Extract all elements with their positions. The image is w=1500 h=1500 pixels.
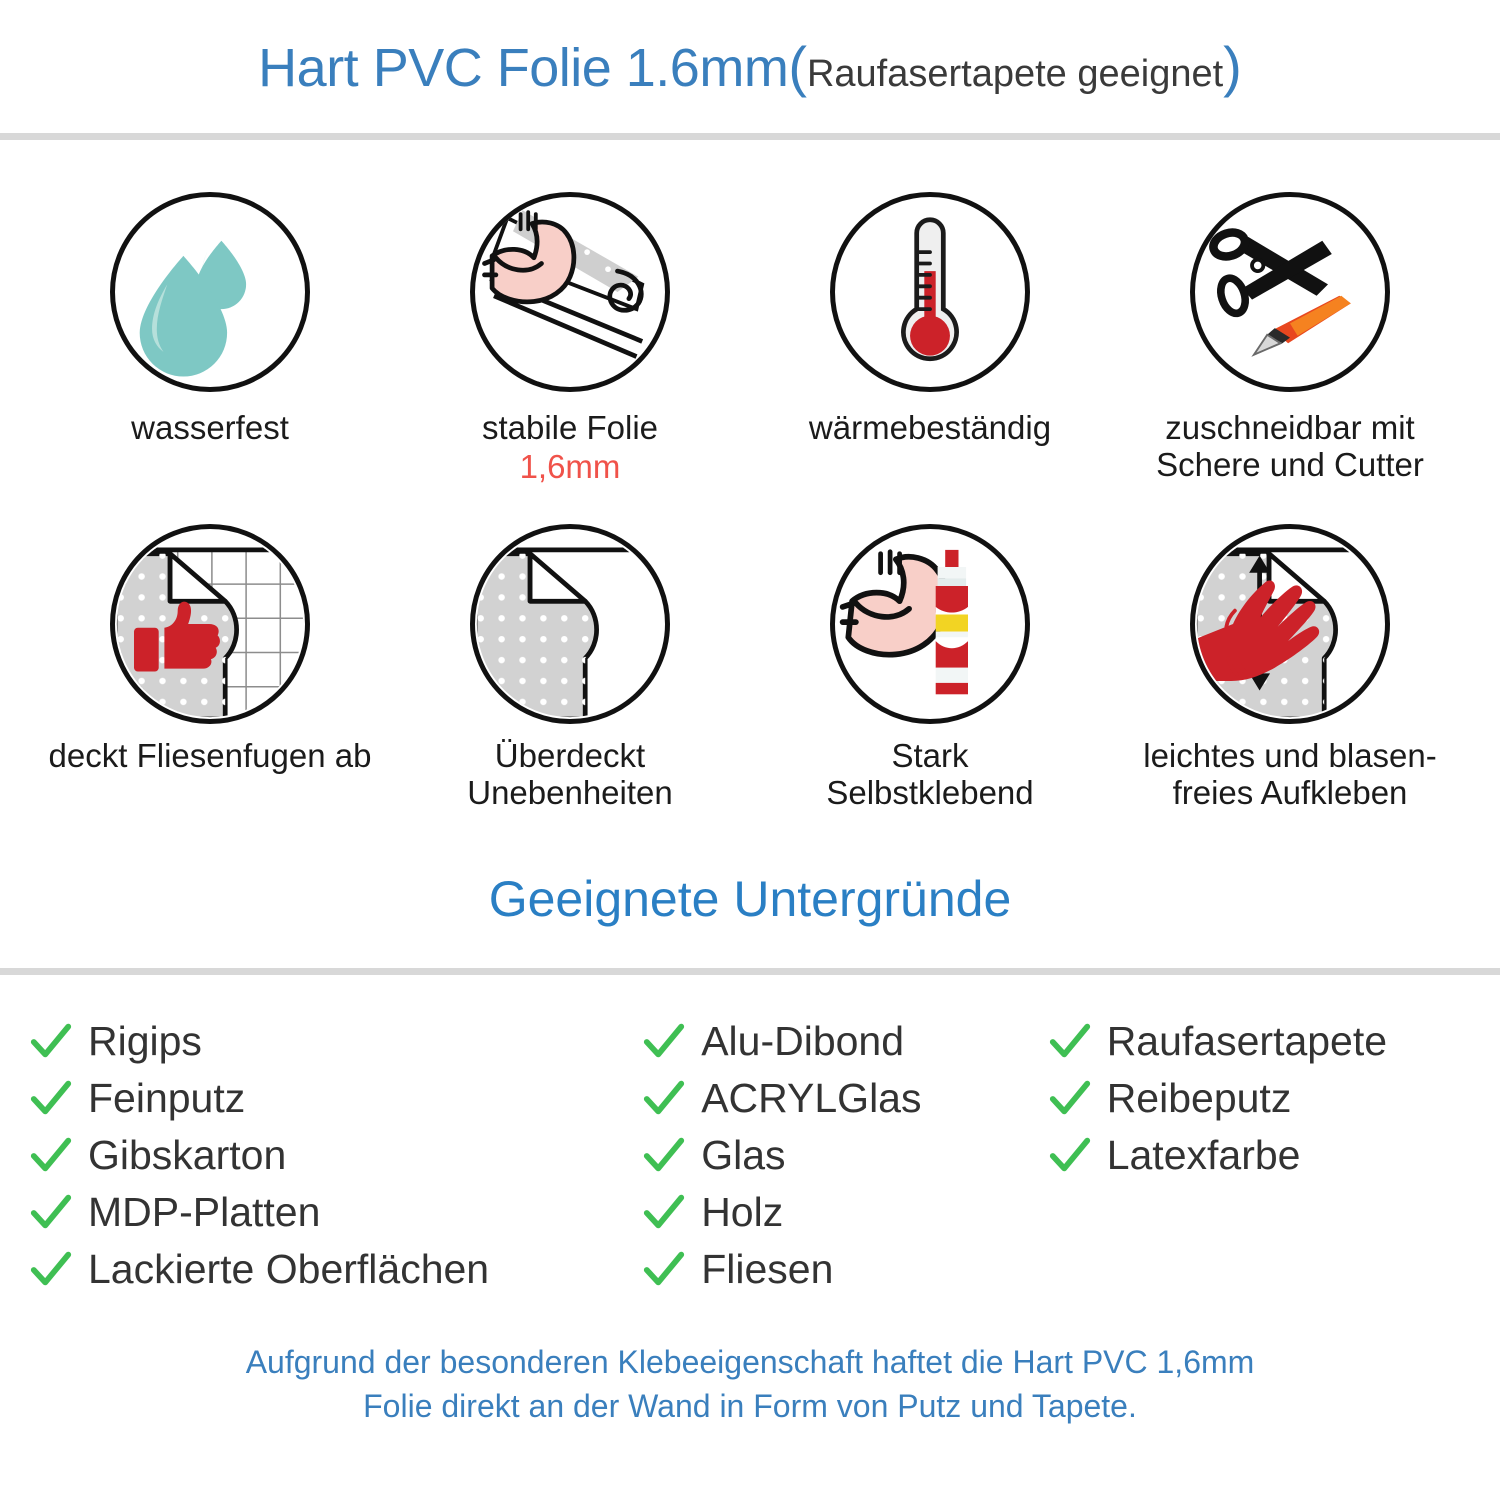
list-item-label: Holz — [701, 1188, 784, 1235]
list-item-label: Fliesen — [701, 1245, 834, 1292]
list-item: ACRYLGlas — [641, 1070, 1047, 1127]
feature-wasserfest: wasserfest — [30, 192, 390, 486]
list-item: Alu-Dibond — [641, 1013, 1047, 1070]
footer-note: Aufgrund der besonderen Klebeeigenschaft… — [0, 1298, 1500, 1428]
feature-waermebestaendig: wärmebeständig — [750, 192, 1110, 486]
feature-label: wasserfest — [131, 409, 289, 447]
list-item: Rigips — [28, 1013, 641, 1070]
list-item: MDP-Platten — [28, 1184, 641, 1241]
list-item-label: ACRYLGlas — [701, 1074, 922, 1121]
feature-stark-selbstklebend: Stark Selbstklebend — [750, 523, 1110, 812]
footer-line-2: Folie direkt an der Wand in Form von Put… — [363, 1387, 1137, 1424]
feature-label: stabile Folie 1,6mm — [481, 409, 659, 486]
list-item-label: Rigips — [88, 1017, 202, 1064]
check-icon — [644, 1195, 685, 1229]
thumbs-up-tile-grid-icon — [110, 523, 310, 724]
feature-ueberdeckt-unebenheiten: Überdeckt Unebenheiten — [390, 523, 750, 812]
page-title: Hart PVC Folie 1.6mm(Raufasertapete geei… — [258, 34, 1242, 99]
feature-label: Überdeckt Unebenheiten — [467, 736, 673, 812]
list-item-label: Lackierte Oberflächen — [88, 1245, 490, 1292]
list-item-label: Reibeputz — [1106, 1074, 1292, 1121]
thermometer-icon — [830, 192, 1030, 392]
check-icon — [644, 1081, 685, 1115]
feature-blasenfreies-aufkleben: leichtes und blasen- freies Aufkleben — [1110, 523, 1470, 812]
list-item-label: Feinputz — [88, 1074, 246, 1121]
check-icon — [1049, 1024, 1090, 1058]
feature-zuschneidbar: zuschneidbar mit Schere und Cutter — [1110, 192, 1470, 486]
feature-label: deckt Fliesenfugen ab — [48, 736, 372, 775]
list-item: Fliesen — [641, 1241, 1047, 1298]
feature-sublabel-thickness: 1,6mm — [519, 447, 621, 485]
page-title-main: Hart PVC Folie 1.6mm — [258, 38, 789, 98]
hand-smoothing-film-icon — [1190, 523, 1390, 724]
feature-label-text: leichtes und blasen- freies Aufkleben — [1143, 736, 1437, 811]
check-icon — [30, 1138, 72, 1172]
checklist-column-3: Raufasertapete Reibeputz Latexfarbe — [1047, 1013, 1472, 1298]
peeled-film-corner-icon — [470, 523, 670, 724]
list-item-label: Latexfarbe — [1106, 1131, 1301, 1178]
check-icon — [644, 1252, 685, 1286]
footer-line-1: Aufgrund der besonderen Klebeeigenschaft… — [245, 1343, 1255, 1380]
check-icon — [1049, 1081, 1090, 1115]
title-paren-close: ) — [1223, 35, 1242, 98]
feature-row-1: wasserfest — [0, 140, 1500, 486]
feature-label: wärmebeständig — [808, 409, 1052, 447]
list-item: Reibeputz — [1047, 1070, 1472, 1127]
list-item: Lackierte Oberflächen — [28, 1241, 641, 1298]
check-icon — [1049, 1138, 1090, 1172]
list-item-label: Alu-Dibond — [701, 1017, 905, 1064]
list-item-label: Raufasertapete — [1106, 1017, 1388, 1064]
check-icon — [30, 1081, 72, 1115]
strong-arm-glue-tube-icon — [830, 523, 1030, 724]
water-drops-icon — [110, 192, 310, 392]
check-icon — [644, 1138, 685, 1172]
feature-label-text: wärmebeständig — [808, 409, 1052, 446]
list-item: Glas — [641, 1127, 1047, 1184]
feature-label-text: zuschneidbar mit Schere und Cutter — [1156, 409, 1424, 483]
checklist-column-2: Alu-Dibond ACRYLGlas Glas Holz Fliesen — [641, 1013, 1047, 1298]
list-item-label: MDP-Platten — [88, 1188, 321, 1235]
check-icon — [30, 1252, 72, 1286]
feature-label-text: Überdeckt Unebenheiten — [467, 736, 673, 811]
feature-label-text: wasserfest — [131, 409, 289, 446]
list-item: Gibskarton — [28, 1127, 641, 1184]
list-item: Latexfarbe — [1047, 1127, 1472, 1184]
page-header: Hart PVC Folie 1.6mm(Raufasertapete geei… — [0, 0, 1500, 133]
feature-label: leichtes und blasen- freies Aufkleben — [1143, 736, 1437, 812]
feature-label-text: deckt Fliesenfugen ab — [48, 736, 372, 774]
scissors-cutter-icon — [1190, 192, 1390, 392]
check-icon — [644, 1024, 685, 1058]
feature-label-text: stabile Folie — [481, 409, 659, 446]
feature-deckt-fliesenfugen: deckt Fliesenfugen ab — [30, 523, 390, 812]
header-divider — [0, 133, 1500, 140]
list-item: Holz — [641, 1184, 1047, 1241]
check-icon — [30, 1195, 72, 1229]
section-heading-untergruende: Geeignete Untergründe — [488, 870, 1012, 927]
page-title-sub: Raufasertapete geeignet — [806, 53, 1224, 95]
section-divider — [0, 967, 1500, 975]
strong-arm-film-roll-icon — [470, 192, 670, 392]
feature-label: Stark Selbstklebend — [826, 736, 1034, 812]
feature-stabile-folie: stabile Folie 1,6mm — [390, 192, 750, 486]
list-item: Feinputz — [28, 1070, 641, 1127]
list-item-label: Glas — [701, 1131, 786, 1178]
list-item: Raufasertapete — [1047, 1013, 1472, 1070]
checklist-column-1: Rigips Feinputz Gibskarton MDP-Platten L… — [28, 1013, 641, 1298]
substrate-checklist: Rigips Feinputz Gibskarton MDP-Platten L… — [0, 975, 1500, 1298]
feature-label-text: Stark Selbstklebend — [826, 736, 1034, 811]
feature-label: zuschneidbar mit Schere und Cutter — [1156, 409, 1424, 484]
list-item-label: Gibskarton — [88, 1131, 287, 1178]
check-icon — [30, 1024, 72, 1058]
feature-row-2: deckt Fliesenfugen ab Üb — [0, 486, 1500, 812]
title-paren-open: ( — [788, 35, 807, 98]
